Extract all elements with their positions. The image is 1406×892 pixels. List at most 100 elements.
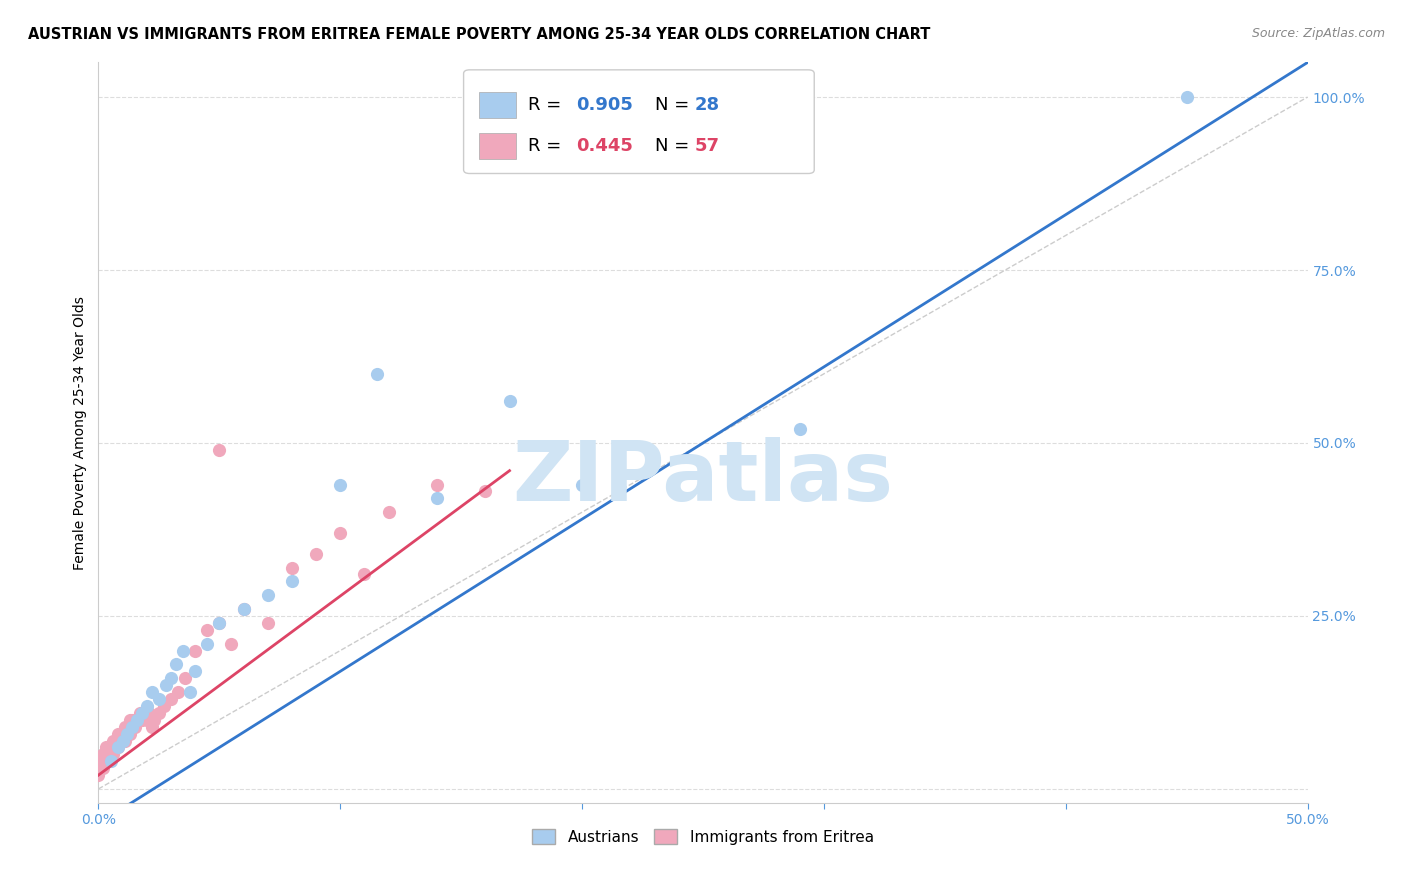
Point xyxy=(232,602,254,616)
Point xyxy=(366,367,388,381)
Point xyxy=(141,720,163,734)
Text: 0.905: 0.905 xyxy=(576,96,633,114)
Point xyxy=(148,706,170,720)
Point xyxy=(143,713,166,727)
Point xyxy=(117,726,139,740)
Point xyxy=(221,637,243,651)
Point xyxy=(111,726,134,740)
FancyBboxPatch shape xyxy=(479,93,516,119)
Point xyxy=(141,685,163,699)
Point xyxy=(571,477,593,491)
Point xyxy=(94,740,117,755)
Point xyxy=(160,692,183,706)
Text: R =: R = xyxy=(527,137,567,155)
FancyBboxPatch shape xyxy=(464,70,814,173)
Point xyxy=(104,733,127,747)
Point xyxy=(184,665,207,679)
Point xyxy=(121,720,143,734)
Point xyxy=(256,588,278,602)
Point xyxy=(353,567,375,582)
Point xyxy=(97,754,120,768)
Point xyxy=(111,733,134,747)
Point xyxy=(208,615,231,630)
Point xyxy=(148,692,170,706)
Text: N =: N = xyxy=(655,137,695,155)
Text: ZIPatlas: ZIPatlas xyxy=(513,436,893,517)
Text: N =: N = xyxy=(655,96,695,114)
Point xyxy=(107,740,129,755)
Point xyxy=(155,678,177,692)
Point xyxy=(174,671,197,685)
Point xyxy=(91,761,114,775)
Point xyxy=(131,713,153,727)
Point xyxy=(94,754,117,768)
Point xyxy=(101,747,124,762)
Point xyxy=(97,747,120,762)
Point xyxy=(128,706,150,720)
Text: R =: R = xyxy=(527,96,567,114)
Point xyxy=(107,726,129,740)
Text: Source: ZipAtlas.com: Source: ZipAtlas.com xyxy=(1251,27,1385,40)
Point xyxy=(426,491,449,506)
Point xyxy=(165,657,187,672)
Point xyxy=(117,720,139,734)
Point xyxy=(135,698,157,713)
Point xyxy=(91,747,114,762)
Point xyxy=(789,422,811,436)
Point xyxy=(256,615,278,630)
Point xyxy=(117,726,139,740)
Point xyxy=(474,484,496,499)
Point xyxy=(195,637,218,651)
Point xyxy=(281,560,304,574)
Text: 0.445: 0.445 xyxy=(576,137,633,155)
Point xyxy=(160,671,183,685)
Point xyxy=(108,726,131,740)
Point xyxy=(281,574,304,589)
Point xyxy=(152,698,174,713)
Point xyxy=(138,706,160,720)
Point xyxy=(100,754,122,768)
Point xyxy=(305,547,328,561)
Point xyxy=(104,740,127,755)
Point xyxy=(114,733,136,747)
Point xyxy=(111,733,134,747)
Point xyxy=(127,713,149,727)
Point xyxy=(179,685,201,699)
Point xyxy=(100,747,122,762)
Point xyxy=(329,477,352,491)
Point xyxy=(118,726,141,740)
FancyBboxPatch shape xyxy=(479,133,516,159)
Point xyxy=(208,615,231,630)
Point xyxy=(208,442,231,457)
Point xyxy=(127,713,149,727)
Point xyxy=(131,706,153,720)
Point xyxy=(101,733,124,747)
Y-axis label: Female Poverty Among 25-34 Year Olds: Female Poverty Among 25-34 Year Olds xyxy=(73,295,87,570)
Point xyxy=(329,525,352,540)
Point xyxy=(135,713,157,727)
Point xyxy=(167,685,190,699)
Point xyxy=(118,713,141,727)
Point xyxy=(107,740,129,755)
Legend: Austrians, Immigrants from Eritrea: Austrians, Immigrants from Eritrea xyxy=(526,822,880,851)
Point xyxy=(108,733,131,747)
Text: 28: 28 xyxy=(695,96,720,114)
Point xyxy=(121,720,143,734)
Point xyxy=(377,505,399,519)
Point xyxy=(100,740,122,755)
Point xyxy=(114,720,136,734)
Point xyxy=(134,706,156,720)
Point xyxy=(1175,90,1198,104)
Point xyxy=(195,623,218,637)
Text: AUSTRIAN VS IMMIGRANTS FROM ERITREA FEMALE POVERTY AMONG 25-34 YEAR OLDS CORRELA: AUSTRIAN VS IMMIGRANTS FROM ERITREA FEMA… xyxy=(28,27,931,42)
Text: 57: 57 xyxy=(695,137,720,155)
Point xyxy=(90,761,112,775)
Point xyxy=(124,720,146,734)
Point xyxy=(87,768,110,782)
Point xyxy=(121,713,143,727)
Point xyxy=(90,754,112,768)
Point xyxy=(172,643,194,657)
Point xyxy=(232,602,254,616)
Point xyxy=(184,643,207,657)
Point xyxy=(498,394,520,409)
